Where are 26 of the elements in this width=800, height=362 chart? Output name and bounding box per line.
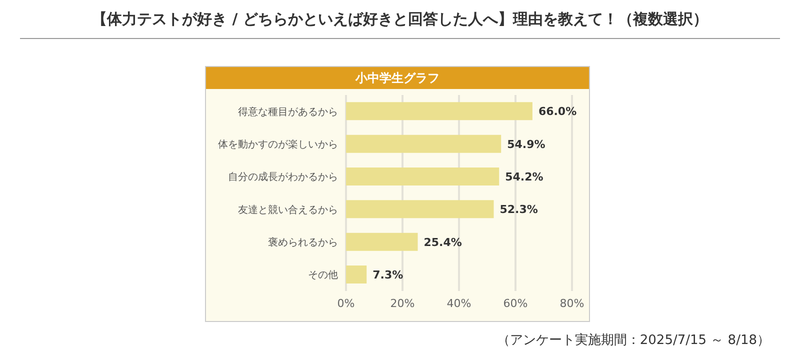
- bar: [346, 200, 494, 218]
- data-label: 54.9%: [507, 138, 546, 151]
- data-label: 7.3%: [372, 268, 404, 282]
- x-tick-label: 20%: [390, 296, 415, 310]
- y-tick-label: 褒められるから: [268, 236, 338, 249]
- data-label: 66.0%: [538, 105, 577, 118]
- x-tick-label: 0%: [337, 296, 355, 310]
- bar: [346, 102, 532, 120]
- x-tick-label: 60%: [503, 296, 528, 310]
- x-tick-label: 80%: [560, 296, 584, 310]
- chart-subtitle: 小中学生グラフ: [206, 67, 589, 89]
- bar: [346, 168, 500, 186]
- y-tick-label: 自分の成長がわかるから: [228, 171, 338, 184]
- y-tick-label: 得意な種目があるから: [238, 106, 338, 118]
- data-label: 52.3%: [500, 203, 538, 216]
- x-tick-label: 40%: [446, 296, 472, 310]
- bar: [346, 232, 418, 251]
- bar: [346, 266, 367, 284]
- data-label: 54.2%: [505, 170, 544, 184]
- data-label: 25.4%: [424, 236, 462, 249]
- chart-title: 【体力テストが好き / どちらかといえば好きと回答した人へ】理由を教えて！（複数選択）: [91, 10, 709, 29]
- y-tick-label: 友達と競い合えるから: [238, 204, 338, 216]
- text: （アンケート実施期間：2025/7/15 ～ 8/18）: [496, 332, 770, 349]
- y-tick-label: その他: [308, 269, 338, 282]
- y-tick-label: 体を動かすのが楽しいから: [218, 138, 338, 151]
- bar: [346, 134, 502, 153]
